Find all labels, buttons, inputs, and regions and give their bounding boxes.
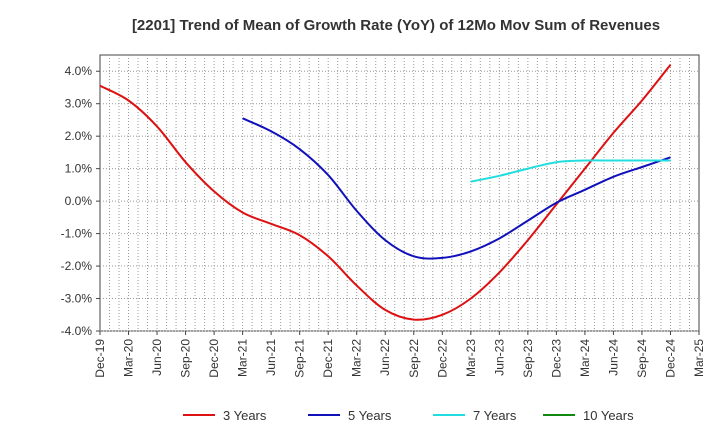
series-line-7-years bbox=[470, 159, 671, 183]
legend: 3 Years 5 Years 7 Years 10 Years bbox=[183, 408, 634, 423]
x-tick-label: Sep-21 bbox=[293, 339, 307, 378]
x-tick-label: Jun-24 bbox=[606, 339, 620, 376]
y-tick-label: 3.0% bbox=[65, 97, 93, 111]
y-tick-label: 1.0% bbox=[65, 162, 93, 176]
x-tick-label: Dec-19 bbox=[93, 339, 107, 378]
x-tick-label: Jun-22 bbox=[378, 339, 392, 376]
x-tick-label: Dec-24 bbox=[663, 339, 677, 378]
x-tick-label: Dec-22 bbox=[435, 339, 449, 378]
y-tick-label: 0.0% bbox=[65, 194, 93, 208]
x-tick-label: Mar-20 bbox=[122, 339, 136, 377]
x-tick-label: Jun-21 bbox=[264, 339, 278, 376]
x-tick-label: Sep-23 bbox=[521, 339, 535, 378]
x-tick-label: Mar-21 bbox=[236, 339, 250, 377]
y-tick-label: -2.0% bbox=[61, 259, 93, 273]
x-tick-label: Mar-24 bbox=[578, 339, 592, 377]
series-line-3-years bbox=[99, 64, 672, 321]
legend-label-10-years: 10 Years bbox=[583, 408, 634, 423]
y-tick-label: -3.0% bbox=[61, 292, 93, 306]
plot-area bbox=[99, 54, 700, 332]
series-lines bbox=[99, 64, 672, 321]
series-line-5-years bbox=[242, 117, 671, 260]
chart-title: [2201] Trend of Mean of Growth Rate (YoY… bbox=[132, 17, 660, 34]
x-axis: Dec-19 Mar-20 Jun-20 Sep-20 Dec-20 Mar-21 Jun-… bbox=[93, 331, 706, 378]
y-tick-label: -4.0% bbox=[61, 324, 93, 338]
y-tick-label: 4.0% bbox=[65, 64, 93, 78]
y-axis: 4.0% 3.0% 2.0% 1.0% 0.0% -1.0% -2.0% -3.0% -4.0% bbox=[61, 64, 100, 338]
x-tick-label: Mar-23 bbox=[464, 339, 478, 377]
x-tick-label: Sep-24 bbox=[635, 339, 649, 378]
x-tick-label: Mar-22 bbox=[350, 339, 364, 377]
legend-label-3-years: 3 Years bbox=[223, 408, 267, 423]
y-tick-label: 2.0% bbox=[65, 129, 93, 143]
legend-label-7-years: 7 Years bbox=[473, 408, 517, 423]
x-tick-label: Dec-21 bbox=[321, 339, 335, 378]
x-tick-label: Jun-23 bbox=[492, 339, 506, 376]
x-tick-label: Mar-25 bbox=[692, 339, 706, 377]
x-tick-label: Jun-20 bbox=[150, 339, 164, 376]
x-tick-label: Sep-22 bbox=[407, 339, 421, 378]
legend-label-5-years: 5 Years bbox=[348, 408, 392, 423]
y-tick-label: -1.0% bbox=[61, 227, 93, 241]
x-tick-label: Sep-20 bbox=[179, 339, 193, 378]
x-tick-label: Dec-20 bbox=[207, 339, 221, 378]
grid-lines bbox=[100, 55, 699, 332]
x-tick-label: Dec-23 bbox=[549, 339, 563, 378]
